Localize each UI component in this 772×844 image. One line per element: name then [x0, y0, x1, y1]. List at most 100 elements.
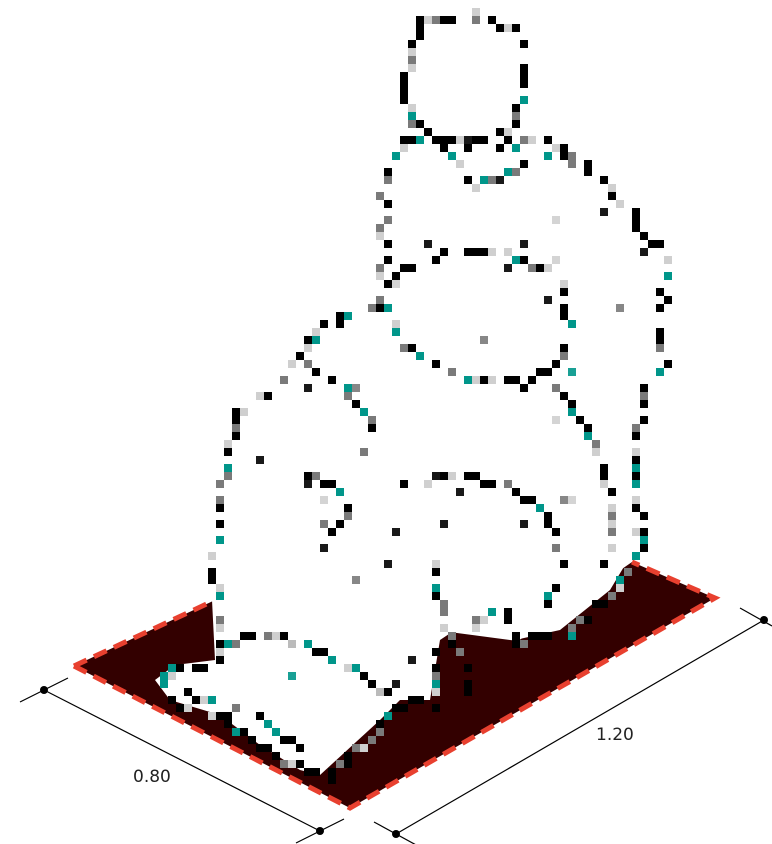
voxel	[400, 80, 408, 88]
voxel	[320, 480, 328, 488]
voxel	[264, 632, 272, 640]
voxel	[432, 704, 440, 712]
voxel	[560, 344, 568, 352]
voxel	[632, 224, 640, 232]
figure-head	[400, 14, 520, 140]
voxel	[664, 296, 672, 304]
voxel	[472, 248, 480, 256]
voxel	[440, 16, 448, 24]
voxel	[616, 576, 624, 584]
voxel	[192, 664, 200, 672]
voxel	[616, 200, 624, 208]
voxel	[440, 472, 448, 480]
voxel-layer	[184, 136, 648, 752]
voxel	[544, 152, 552, 160]
voxel	[384, 688, 392, 696]
voxel	[344, 504, 352, 512]
voxel	[312, 328, 320, 336]
voxel	[472, 16, 480, 24]
voxel	[504, 608, 512, 616]
depth-dimension-dot-end	[316, 827, 324, 835]
voxel	[432, 568, 440, 576]
voxel	[520, 40, 528, 48]
voxel	[520, 496, 528, 504]
voxel	[416, 120, 424, 128]
voxel	[472, 136, 480, 144]
voxel	[232, 432, 240, 440]
voxel	[248, 736, 256, 744]
voxel	[400, 480, 408, 488]
voxel	[448, 136, 456, 144]
voxel	[280, 376, 288, 384]
voxel	[584, 168, 592, 176]
voxel	[216, 616, 224, 624]
voxel	[256, 744, 264, 752]
voxel	[608, 520, 616, 528]
voxel	[408, 344, 416, 352]
voxel	[600, 600, 608, 608]
voxel	[632, 552, 640, 560]
voxel	[568, 624, 576, 632]
voxel	[432, 680, 440, 688]
base-outline-front	[72, 559, 721, 811]
voxel	[552, 256, 560, 264]
voxel	[600, 480, 608, 488]
voxel	[416, 136, 424, 144]
voxel	[464, 376, 472, 384]
voxel	[600, 176, 608, 184]
voxel	[384, 256, 392, 264]
voxel	[328, 480, 336, 488]
voxel	[568, 408, 576, 416]
voxel	[408, 656, 416, 664]
voxel	[488, 248, 496, 256]
voxel	[480, 176, 488, 184]
voxel	[224, 448, 232, 456]
voxel	[384, 168, 392, 176]
voxel	[440, 136, 448, 144]
depth-dimension-line	[43, 689, 321, 832]
voxel	[640, 384, 648, 392]
voxel	[392, 680, 400, 688]
width-dimension-tick-end	[739, 607, 772, 627]
voxel	[424, 128, 432, 136]
voxel	[640, 400, 648, 408]
voxel	[496, 24, 504, 32]
voxel	[160, 672, 168, 680]
voxel	[632, 216, 640, 224]
voxel	[192, 696, 200, 704]
voxel	[328, 776, 336, 784]
voxel	[512, 488, 520, 496]
voxel	[264, 392, 272, 400]
voxel	[576, 616, 584, 624]
voxel	[176, 664, 184, 672]
voxel	[224, 440, 232, 448]
voxel	[216, 712, 224, 720]
voxel	[504, 168, 512, 176]
voxel	[528, 632, 536, 640]
voxel	[376, 192, 384, 200]
voxel	[256, 392, 264, 400]
voxel	[488, 176, 496, 184]
voxel	[288, 640, 296, 648]
voxel	[656, 328, 664, 336]
voxel	[216, 648, 224, 656]
voxel	[312, 648, 320, 656]
voxel	[568, 368, 576, 376]
voxel	[504, 136, 512, 144]
voxel	[512, 376, 520, 384]
voxel	[544, 136, 552, 144]
voxel	[488, 480, 496, 488]
voxel	[608, 512, 616, 520]
voxel	[232, 424, 240, 432]
voxel	[664, 256, 672, 264]
voxel	[648, 240, 656, 248]
voxel	[176, 704, 184, 712]
voxel	[472, 616, 480, 624]
voxel	[392, 320, 400, 328]
voxel	[632, 208, 640, 216]
voxel	[408, 40, 416, 48]
voxel	[656, 304, 664, 312]
voxel	[504, 248, 512, 256]
voxel	[384, 712, 392, 720]
voxel	[424, 240, 432, 248]
